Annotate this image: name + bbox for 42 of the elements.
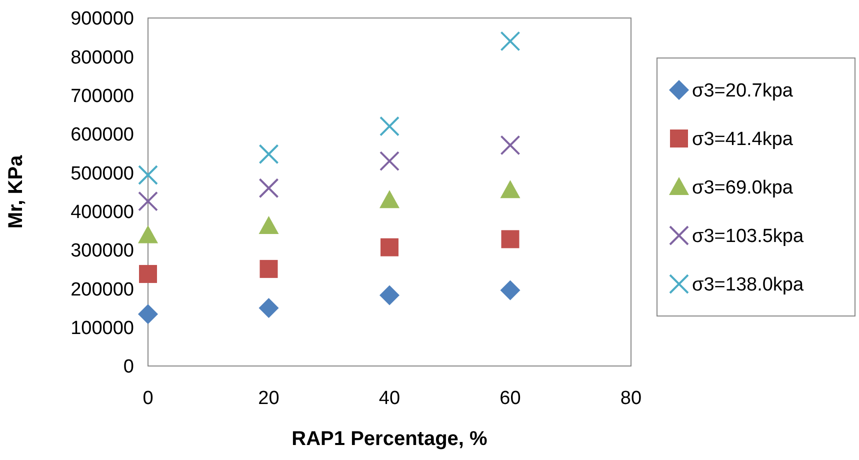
point — [260, 260, 278, 278]
y-tick-label: 800000 — [70, 47, 134, 68]
point — [138, 304, 158, 324]
legend-label: σ3=20.7kpa — [692, 80, 794, 102]
y-tick-label: 700000 — [70, 86, 134, 107]
legend-label: σ3=138.0kpa — [692, 274, 804, 296]
x-tick-label: 0 — [142, 388, 154, 409]
point — [500, 280, 520, 300]
point — [380, 116, 400, 136]
legend-label: σ3=41.4kpa — [692, 129, 794, 150]
y-tick-label: 500000 — [70, 163, 134, 184]
y-tick-label: 300000 — [70, 240, 134, 262]
y-tick-label: 600000 — [70, 124, 134, 146]
point — [258, 144, 279, 164]
point — [380, 151, 400, 172]
y-tick-label: 100000 — [70, 318, 134, 339]
legend-label: σ3=69.0kpa — [692, 178, 794, 199]
y-tick-label: 400000 — [70, 202, 134, 223]
point — [138, 225, 158, 244]
y-tick-label: 200000 — [70, 279, 134, 300]
x-tick-label: 40 — [378, 388, 400, 409]
point — [380, 238, 398, 256]
point — [139, 264, 157, 283]
point — [138, 164, 158, 185]
point — [138, 191, 158, 212]
point — [500, 31, 520, 52]
y-axis-title: Mr, KPa — [5, 154, 27, 229]
y-tick-label: 0 — [123, 356, 134, 378]
point — [258, 216, 279, 234]
point — [258, 298, 279, 318]
point — [500, 180, 520, 198]
point — [500, 135, 520, 156]
point — [380, 285, 400, 306]
x-tick-label: 60 — [500, 388, 521, 409]
legend-label: σ3=103.5kpa — [692, 226, 804, 248]
x-tick-label: 80 — [620, 388, 642, 409]
x-tick-label: 20 — [258, 388, 280, 409]
point — [501, 230, 520, 248]
y-tick-label: 900000 — [70, 8, 134, 30]
x-axis-title: RAP1 Percentage, % — [292, 428, 488, 450]
point — [258, 178, 279, 198]
point — [380, 190, 400, 208]
